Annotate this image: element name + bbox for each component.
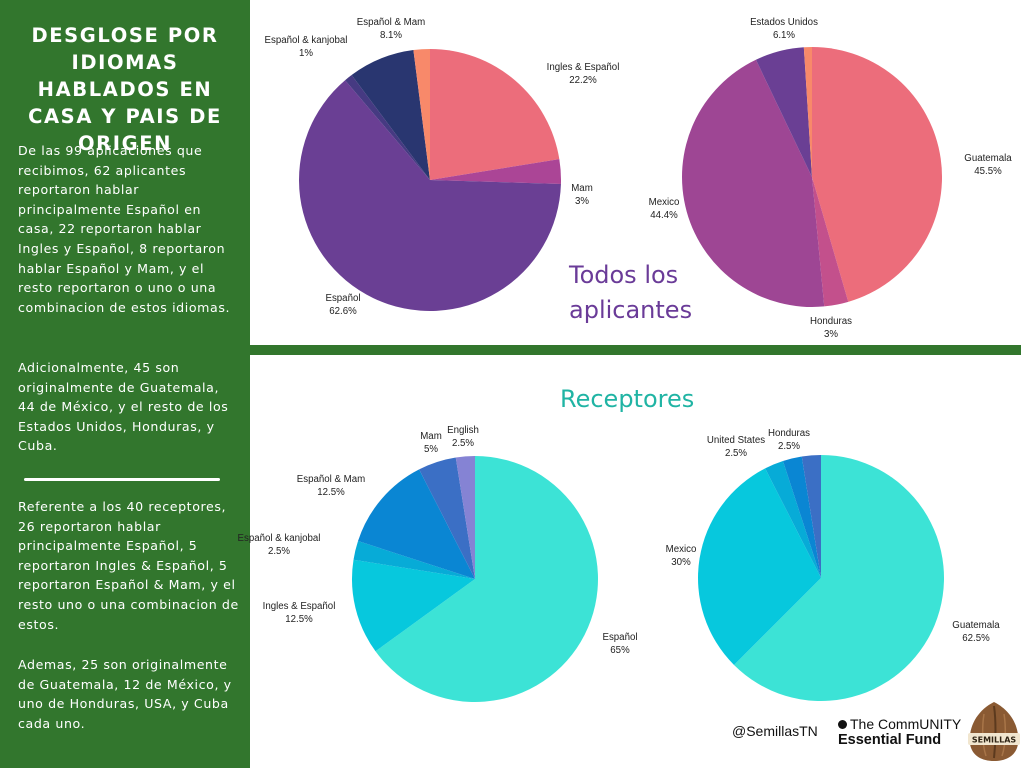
- pie1-slice-mam: [430, 159, 561, 184]
- pie1-label-espanol: Español: [325, 293, 360, 304]
- seed-logo-icon: SEMILLAS: [968, 702, 1020, 761]
- pie4-slice-guatemala: [734, 455, 945, 701]
- pie2-slice-mexico: [682, 59, 825, 307]
- pie1-slice-other: [413, 49, 430, 180]
- pie1-slice-ingles-espanol: [430, 49, 560, 180]
- pie1-value-mam: 3%: [575, 196, 589, 207]
- pie1-value-ingles-espanol: 22.2%: [569, 75, 597, 86]
- sidebar-paragraph-languages: De las 99 aplicaciones que recibimos, 62…: [18, 143, 231, 315]
- pie1-value-espanol-mam: 8.1%: [380, 30, 402, 41]
- pie2-slice-guatemala: [812, 47, 943, 302]
- pie4-slice-mexico: [698, 468, 821, 665]
- section-divider: [250, 345, 1021, 355]
- pie3-value-espanol-kanjobal: 2.5%: [268, 546, 290, 557]
- section-title-recipients: Receptores: [560, 385, 695, 413]
- pie4-label-honduras: Honduras: [768, 428, 810, 439]
- pie3-slice-ingles-espanol: [351, 559, 475, 652]
- pie2-label-guatemala: Guatemala: [964, 153, 1012, 164]
- sidebar-paragraph-recipients-languages: Referente a los 40 receptores, 26 report…: [18, 499, 239, 632]
- pie4-slice-honduras: [801, 455, 821, 578]
- pie1-slice-espanol-kanjobal: [345, 75, 430, 180]
- pie3-slice-english: [455, 456, 475, 579]
- pie1-label-espanol-kanjobal: Español & kanjobal: [265, 35, 348, 46]
- pie4-value-mexico: 30%: [671, 557, 691, 568]
- pie2-value-honduras: 3%: [824, 329, 838, 340]
- sidebar-paragraph-origin: Adicionalmente, 45 son originalmente de …: [18, 360, 229, 454]
- fund-name-line2: Essential Fund: [838, 732, 942, 748]
- pie1-value-espanol: 62.6%: [329, 306, 357, 317]
- pie2-value-estados-unidos: 6.1%: [773, 30, 795, 41]
- pie1-slice-espanol-mam: [351, 50, 430, 181]
- pie3-label-ingles-espanol: Ingles & Español: [263, 601, 336, 612]
- section-title-all-applicants: Todos los aplicantes: [569, 261, 693, 324]
- sidebar-panel: DESGLOSE POR IDIOMAS HABLADOS EN CASA Y …: [0, 0, 250, 768]
- pie3-label-english: English: [447, 425, 479, 436]
- pie4-slice-other: [765, 461, 821, 578]
- pie3-value-mam: 5%: [424, 444, 438, 455]
- pie3-label-espanol: Español: [602, 632, 637, 643]
- pie3-label-espanol-mam: Español & Mam: [297, 474, 365, 485]
- pie2-slice-other: [803, 47, 812, 177]
- pie4-label-united-states: United States: [707, 435, 765, 446]
- pie2-label-mexico: Mexico: [649, 197, 680, 208]
- pie1-label-ingles-espanol: Ingles & Español: [547, 62, 620, 73]
- pie1-value-espanol-kanjobal: 1%: [299, 48, 313, 59]
- pie2-value-guatemala: 45.5%: [974, 166, 1002, 177]
- pie3-value-espanol-mam: 12.5%: [317, 487, 345, 498]
- fund-circle-icon: [838, 720, 847, 729]
- pie3-slice-espanol-kanjobal: [353, 540, 475, 579]
- pie4-label-mexico: Mexico: [666, 544, 697, 555]
- social-handle[interactable]: @SemillasTN: [732, 723, 818, 739]
- pie4-slice-united-states: [782, 456, 821, 578]
- pie1-slice-espanol: [298, 80, 561, 312]
- sidebar-title: DESGLOSE POR IDIOMAS HABLADOS EN CASA Y …: [28, 24, 222, 155]
- pie2-slice-honduras: [812, 177, 849, 307]
- pie2-label-honduras: Honduras: [810, 316, 852, 327]
- pie3-slice-espanol: [375, 456, 598, 702]
- sidebar-paragraph-recipients-origin: Ademas, 25 son originalmente de Guatemal…: [18, 657, 232, 731]
- sidebar-separator: [24, 478, 220, 481]
- pie3-value-espanol: 65%: [610, 645, 630, 656]
- pie3-label-espanol-kanjobal: Español & kanjobal: [238, 533, 321, 544]
- pie2-slice-estados-unidos: [755, 47, 812, 178]
- pie4-value-guatemala: 62.5%: [962, 633, 990, 644]
- fund-logo: The CommUNITY Essential Fund: [838, 716, 961, 748]
- pie1-label-mam: Mam: [571, 183, 593, 194]
- pie4-value-united-states: 2.5%: [725, 448, 747, 459]
- pie3-label-mam: Mam: [420, 431, 442, 442]
- pie2-label-estados-unidos: Estados Unidos: [750, 17, 818, 28]
- pie4-value-honduras: 2.5%: [778, 441, 800, 452]
- pie3-value-ingles-espanol: 12.5%: [285, 614, 313, 625]
- fund-name-line1: The CommUNITY: [850, 716, 962, 732]
- pie1-label-espanol-mam: Español & Mam: [357, 17, 425, 28]
- pie3-slice-espanol-mam: [358, 469, 475, 579]
- pie4-label-guatemala: Guatemala: [952, 620, 1000, 631]
- pie2-value-mexico: 44.4%: [650, 210, 678, 221]
- pie3-slice-mam: [419, 457, 475, 579]
- pie3-value-english: 2.5%: [452, 438, 474, 449]
- logo-text: SEMILLAS: [972, 736, 1017, 745]
